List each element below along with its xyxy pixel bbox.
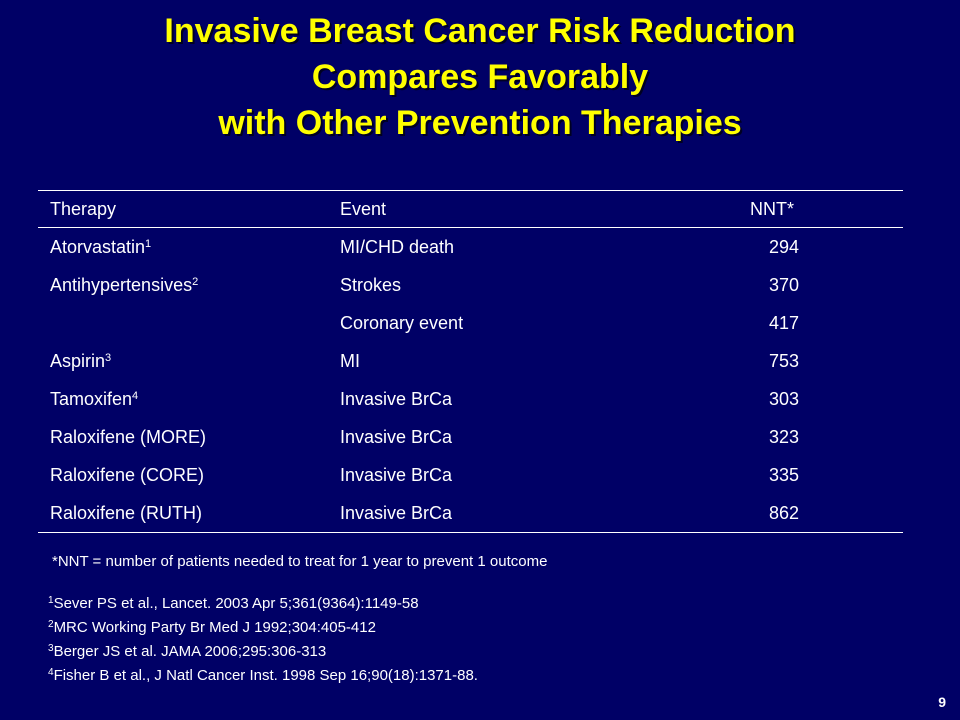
therapy-cell: Tamoxifen4 [38,380,328,418]
event-cell: Invasive BrCa [340,464,453,485]
reference-number: 1 [48,595,54,606]
nnt-cell: 323 [769,426,800,447]
event-cell: Strokes [340,274,402,295]
reference-item: 2MRC Working Party Br Med J 1992;304:405… [48,614,478,638]
ref-marker: 4 [132,389,139,402]
event-cell: MI [340,350,360,371]
ref-marker: 3 [105,351,112,364]
header-event: Event [340,198,387,219]
nnt-cell: 862 [769,502,800,523]
therapy-name: Raloxifene (MORE) [50,426,207,447]
event-cell: Invasive BrCa [340,388,453,409]
table-row: Raloxifene (MORE) Invasive BrCa 323 [38,418,903,456]
nnt-cell: 335 [769,464,800,485]
table-row: Atorvastatin1 MI/CHD death 294 [38,228,903,267]
header-therapy: Therapy [50,198,117,219]
ref-marker: 2 [192,275,199,288]
therapy-name: Tamoxifen [50,388,133,409]
reference-item: 4Fisher B et al., J Natl Cancer Inst. 19… [48,662,478,686]
nnt-cell: 370 [769,274,800,295]
reference-text: MRC Working Party Br Med J 1992;304:405-… [53,619,376,636]
therapy-cell: Raloxifene (RUTH) [38,494,328,533]
header-nnt: NNT* [750,198,794,219]
reference-item: 3Berger JS et al. JAMA 2006;295:306-313 [48,638,478,662]
reference-number: 4 [48,667,54,678]
event-cell: Invasive BrCa [340,426,453,447]
table-row: Coronary event 417 [38,304,903,342]
therapy-cell: Antihypertensives2 [38,266,328,304]
nnt-cell: 303 [769,388,800,409]
event-cell: Coronary event [340,312,464,333]
slide-title: Invasive Breast Cancer Risk Reduction Co… [20,8,940,146]
reference-item: 1Sever PS et al., Lancet. 2003 Apr 5;361… [48,590,478,614]
table-row: Raloxifene (CORE) Invasive BrCa 335 [38,456,903,494]
therapy-name: Raloxifene (RUTH) [50,502,203,523]
title-line-3: with Other Prevention Therapies [218,104,742,142]
nnt-cell: 417 [769,312,800,333]
nnt-cell: 294 [769,236,800,257]
reference-text: Berger JS et al. JAMA 2006;295:306-313 [53,643,327,660]
therapy-cell: Aspirin3 [38,342,328,380]
therapy-name: Aspirin [50,350,106,371]
page-number: 9 [938,694,946,710]
therapy-name: Atorvastatin [50,236,146,257]
therapy-cell [38,304,328,342]
reference-number: 3 [48,643,54,654]
therapy-cell: Atorvastatin1 [38,228,328,267]
nnt-footnote: *NNT = number of patients needed to trea… [52,553,548,570]
event-cell: Invasive BrCa [340,502,453,523]
therapy-cell: Raloxifene (MORE) [38,418,328,456]
ref-marker: 1 [145,237,152,250]
nnt-cell: 753 [769,350,800,371]
reference-text: Fisher B et al., J Natl Cancer Inst. 199… [53,667,478,684]
title-line-2: Compares Favorably [311,58,649,96]
references: 1Sever PS et al., Lancet. 2003 Apr 5;361… [48,590,478,686]
table-header-row: Therapy Event NNT* [38,190,903,228]
therapy-name: Raloxifene (CORE) [50,464,205,485]
table-row: Antihypertensives2 Strokes 370 [38,266,903,304]
reference-text: Sever PS et al., Lancet. 2003 Apr 5;361(… [53,595,419,612]
table-row: Raloxifene (RUTH) Invasive BrCa 862 [38,494,903,533]
table-row: Tamoxifen4 Invasive BrCa 303 [38,380,903,418]
title-line-1: Invasive Breast Cancer Risk Reduction [164,12,796,50]
event-cell: MI/CHD death [340,236,455,257]
reference-number: 2 [48,619,54,630]
therapy-cell: Raloxifene (CORE) [38,456,328,494]
table-row: Aspirin3 MI 753 [38,342,903,380]
therapy-name: Antihypertensives [50,274,193,295]
therapy-table: Therapy Event NNT* Atorvastatin1 MI/CHD … [38,190,903,533]
